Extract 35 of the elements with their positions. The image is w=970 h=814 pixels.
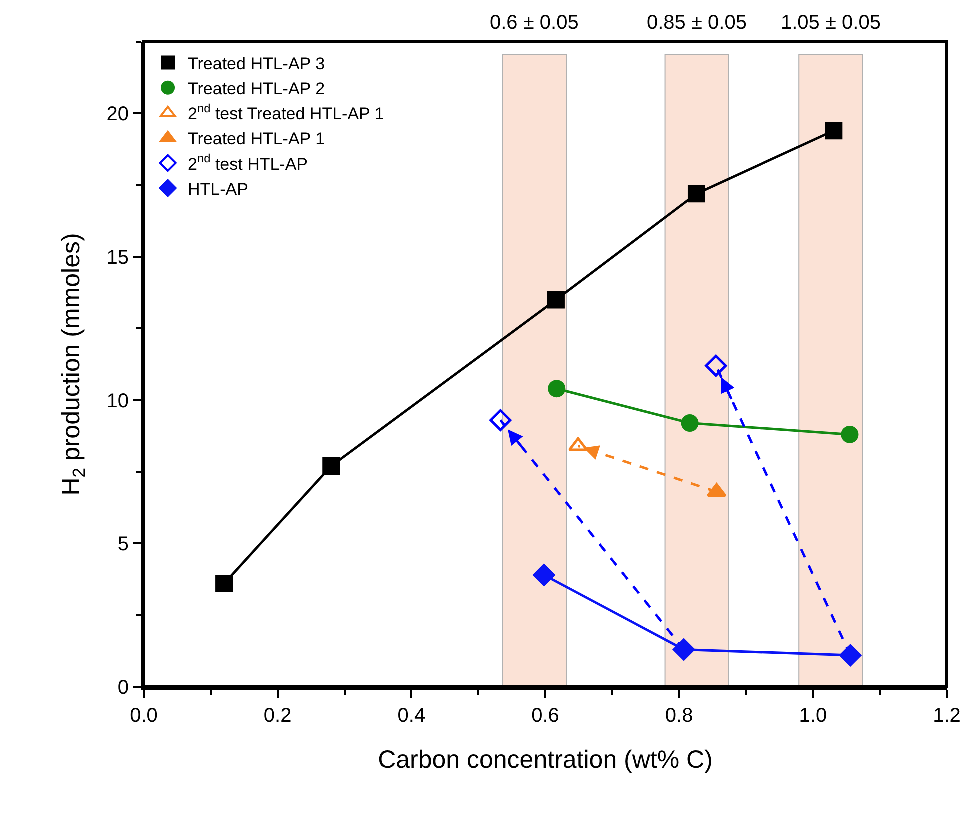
- y-tick-label: 0: [118, 677, 129, 699]
- point: [681, 414, 699, 432]
- x-tick-label: 0.4: [398, 705, 426, 727]
- legend-label: Treated HTL-AP 1: [188, 130, 326, 149]
- point: [548, 380, 566, 398]
- point: [322, 458, 340, 476]
- y-tick-label: 10: [106, 390, 129, 412]
- x-tick-label: 0.2: [264, 705, 292, 727]
- point: [547, 291, 565, 309]
- band-label: 0.6 ± 0.05: [490, 12, 579, 34]
- y-tick-label: 15: [106, 247, 129, 269]
- x-tick-label: 0.8: [665, 705, 694, 727]
- legend-label: Treated HTL-AP 3: [188, 54, 326, 74]
- legend-label: HTL-AP: [188, 180, 248, 199]
- x-tick-label: 0.6: [532, 705, 560, 727]
- point: [825, 122, 843, 140]
- y-tick-label: 20: [106, 104, 129, 126]
- y-tick-label: 5: [118, 534, 129, 556]
- point: [533, 564, 556, 586]
- x-tick-label: 0.0: [130, 705, 158, 727]
- band-label: 0.85 ± 0.05: [647, 12, 747, 34]
- point: [216, 575, 234, 593]
- point: [490, 409, 512, 432]
- legend-label: Treated HTL-AP 2: [188, 80, 326, 99]
- point: [688, 185, 706, 203]
- point: [841, 426, 859, 444]
- x-axis-title: Carbon concentration (wt% C): [378, 746, 713, 774]
- legend-label: 2$^{nd}$ test Treated HTL-AP 1: [188, 101, 384, 124]
- point: [673, 638, 696, 661]
- point: [840, 644, 862, 666]
- x-tick-label: 1.0: [799, 705, 828, 727]
- x-tick-label: 1.2: [933, 705, 961, 727]
- legend-label: 2$^{nd}$ test HTL-AP: [188, 152, 308, 174]
- point: [705, 354, 728, 377]
- band-label: 1.05 ± 0.05: [781, 12, 881, 34]
